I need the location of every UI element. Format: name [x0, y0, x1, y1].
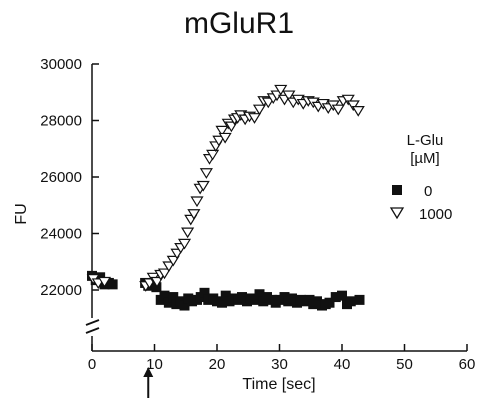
data-point-square [220, 290, 231, 301]
data-point-triangle [150, 276, 164, 288]
y-ticks: 22000 24000 26000 28000 30000 [40, 56, 99, 299]
data-point-triangle [282, 90, 296, 102]
y-tick-label: 22000 [40, 282, 82, 299]
data-point-square [179, 300, 190, 311]
y-axis-label: FU [13, 203, 30, 224]
data-point-triangle [274, 84, 288, 96]
y-tick-label: 24000 [40, 226, 82, 243]
data-point-triangle [252, 104, 267, 116]
y-tick-label: 28000 [40, 113, 82, 130]
y-axis-break-marks [85, 319, 100, 334]
data-point-triangle [261, 97, 275, 109]
data-point-triangle [157, 268, 172, 280]
data-point-square [168, 292, 179, 303]
data-point-triangle [218, 132, 232, 144]
data-point-square [324, 297, 335, 308]
x-tick-label: 50 [396, 356, 413, 373]
series-1-points [86, 84, 365, 292]
data-point-square [330, 292, 341, 303]
x-tick-label: 10 [146, 356, 163, 373]
data-point-square [217, 297, 227, 308]
data-point-square [151, 282, 162, 293]
chart-title: mGluR1 [184, 7, 294, 40]
data-point-triangle [341, 94, 355, 106]
x-ticks: 0 10 20 30 40 50 60 [88, 344, 476, 373]
data-point-triangle [187, 209, 201, 220]
data-point-square [345, 296, 356, 307]
data-point-triangle [247, 113, 262, 124]
data-point-square [354, 294, 365, 305]
x-tick-label: 20 [209, 356, 226, 373]
data-point-triangle [215, 125, 229, 137]
data-point-triangle [206, 149, 220, 161]
x-tick-label: 0 [88, 356, 96, 373]
data-point-triangle [162, 261, 176, 273]
data-point-triangle [212, 135, 226, 147]
data-point-triangle [177, 238, 192, 250]
data-point-square [159, 290, 170, 301]
data-point-square [337, 290, 347, 301]
legend-marker-open-triangle [389, 207, 405, 220]
data-point-triangle [181, 227, 195, 239]
data-point-triangle [166, 255, 180, 267]
series-0-points [87, 270, 365, 311]
data-point-square [163, 297, 174, 308]
legend-marker-filled-square [392, 185, 402, 195]
data-point-square [249, 294, 260, 305]
x-tick-label: 40 [334, 356, 351, 373]
data-point-triangle [346, 100, 360, 112]
data-point-triangle [351, 106, 365, 117]
y-tick-label: 30000 [40, 56, 82, 73]
data-point-triangle [199, 168, 213, 179]
data-point-triangle [190, 196, 204, 208]
data-point-triangle [196, 180, 210, 192]
axes [85, 64, 467, 352]
legend-label-series-1: 1000 [419, 206, 452, 223]
data-point-triangle [331, 104, 345, 116]
data-point-square [107, 279, 118, 290]
stimulus-arrow [143, 367, 154, 398]
data-point-triangle [97, 276, 112, 288]
legend-title-line2: [µM] [410, 150, 439, 167]
x-axis-label: Time [sec] [242, 376, 315, 393]
legend-label-series-0: 0 [424, 183, 432, 200]
data-point-square [254, 289, 265, 300]
legend-title-line1: L-Glu [407, 132, 444, 149]
legend: L-Glu [µM] 0 1000 [389, 132, 452, 223]
y-tick-label: 26000 [40, 169, 82, 186]
x-tick-label: 60 [459, 356, 476, 373]
data-point-square [199, 287, 210, 298]
x-tick-label: 30 [271, 356, 288, 373]
